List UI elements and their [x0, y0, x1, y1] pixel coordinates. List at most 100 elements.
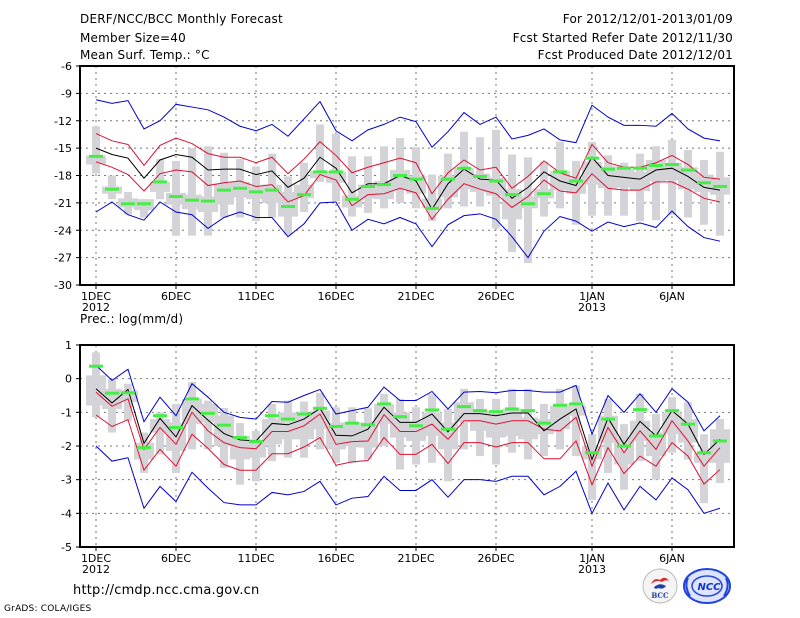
prec-xtick-label: 6JAN	[659, 552, 685, 565]
temp-observation-bar	[345, 197, 359, 201]
temp-observation-bar	[361, 184, 375, 188]
temp-ytick-label: -30	[54, 279, 72, 292]
temp-observation-bar	[489, 179, 503, 183]
temp-xtick-label: 11DEC	[237, 290, 274, 303]
prec-iqr-box	[342, 422, 362, 446]
prec-series-max	[95, 364, 721, 436]
temp-whisker-box	[620, 162, 628, 216]
temp-observation-bar	[185, 198, 199, 202]
temp-iqr-box	[326, 171, 346, 183]
prec-xtick-label: 11DEC	[237, 552, 274, 565]
prec-ytick-label: 0	[65, 373, 72, 386]
temp-observation-bar	[153, 180, 167, 184]
temp-iqr-box	[502, 189, 522, 220]
prec-iqr-box	[438, 422, 458, 450]
temp-observation-bar	[633, 166, 647, 170]
temp-ytick-label: -15	[54, 142, 72, 155]
temp-xtick-label: 1JAN	[579, 290, 605, 303]
top-variable-label: Mean Surf. Temp.: °C	[80, 48, 210, 62]
prec-observation-bar	[313, 406, 327, 410]
prec-whisker-box	[204, 400, 212, 450]
temp-series-min	[95, 201, 721, 259]
temp-whisker-box	[700, 159, 708, 225]
temp-iqr-box	[678, 167, 698, 190]
prec-observation-bar	[281, 417, 295, 421]
member-size-label: Member Size=40	[80, 31, 186, 45]
prec-iqr-box	[678, 419, 698, 443]
prec-observation-bar	[169, 425, 183, 429]
temp-whisker-box	[428, 174, 436, 222]
temp-iqr-box	[342, 195, 362, 208]
prec-iqr-box	[694, 452, 714, 463]
prec-xtick-year: 2013	[578, 563, 606, 576]
prec-observation-bar	[153, 414, 167, 418]
temp-ytick-label: -24	[54, 224, 72, 237]
prec-plot-frame	[79, 344, 735, 548]
temp-observation-bar	[169, 194, 183, 198]
prec-ytick-label: -4	[61, 507, 72, 520]
temp-observation-bar	[105, 187, 119, 191]
temp-observation-bar	[713, 184, 727, 188]
temp-observation-bar	[233, 186, 247, 190]
bcc-logo-text: BCC	[651, 591, 669, 600]
bottom-variable-label: Prec.: log(mm/d)	[80, 312, 184, 326]
prec-observation-bar	[665, 409, 679, 413]
temp-observation-bar	[553, 170, 567, 174]
temp-observation-bar	[121, 202, 135, 206]
temp-observation-bar	[681, 168, 695, 172]
temp-xtick-label: 21DEC	[397, 290, 434, 303]
temp-ytick-label: -6	[61, 60, 72, 73]
temp-observation-bar	[537, 192, 551, 196]
prec-iqr-box	[710, 429, 730, 463]
prec-observation-bar	[233, 436, 247, 440]
prec-xtick-label: 16DEC	[317, 552, 354, 565]
temp-whisker-box	[204, 146, 212, 236]
temp-observation-bar	[569, 179, 583, 183]
prec-observation-bar	[105, 391, 119, 395]
temp-whisker-box	[156, 159, 164, 200]
temp-observation-bar	[617, 166, 631, 170]
prec-whisker-box	[572, 385, 580, 457]
prec-whisker-box	[156, 412, 164, 455]
prec-series-lower	[95, 414, 721, 487]
prec-iqr-box	[486, 415, 506, 438]
temp-observation-bar	[329, 170, 343, 174]
temp-observation-bar	[425, 206, 439, 210]
temp-observation-bar	[585, 156, 599, 160]
prec-whisker-box	[700, 434, 708, 504]
prec-series-mean	[95, 388, 721, 461]
prec-observation-bar	[425, 408, 439, 412]
temp-observation-bar	[313, 170, 327, 174]
temp-iqr-box	[278, 191, 298, 217]
temp-plot-frame	[79, 65, 735, 286]
prec-observation-bar	[617, 444, 631, 448]
temp-whisker-box	[188, 148, 196, 236]
prec-xtick-label: 6DEC	[161, 552, 191, 565]
prec-observation-bar	[585, 451, 599, 455]
temp-iqr-box	[422, 198, 442, 209]
temp-series-max	[95, 99, 721, 149]
temp-whisker-box	[332, 133, 340, 202]
temp-observation-bar	[297, 193, 311, 197]
temp-ytick-label: -21	[54, 197, 72, 210]
temp-xtick-label: 26DEC	[477, 290, 514, 303]
temp-observation-bar	[697, 181, 711, 185]
temp-observation-bar	[281, 205, 295, 209]
footer-url[interactable]: http://cmdp.ncc.cma.gov.cn	[73, 583, 260, 598]
temp-observation-bar	[473, 174, 487, 178]
prec-observation-bar	[473, 409, 487, 413]
temp-observation-bar	[601, 167, 615, 171]
temp-observation-bar	[649, 163, 663, 167]
prec-observation-bar	[377, 402, 391, 406]
temp-series-upper	[95, 133, 721, 195]
prec-observation-bar	[713, 439, 727, 443]
prec-ytick-label: -1	[61, 406, 72, 419]
temp-observation-bar	[137, 202, 151, 206]
prec-observation-bar	[505, 407, 519, 411]
temp-iqr-box	[166, 192, 186, 205]
prec-series-upper	[95, 391, 721, 468]
prec-xtick-label: 1JAN	[579, 552, 605, 565]
temp-observation-bar	[665, 163, 679, 167]
prec-ytick-label: 1	[65, 339, 72, 352]
